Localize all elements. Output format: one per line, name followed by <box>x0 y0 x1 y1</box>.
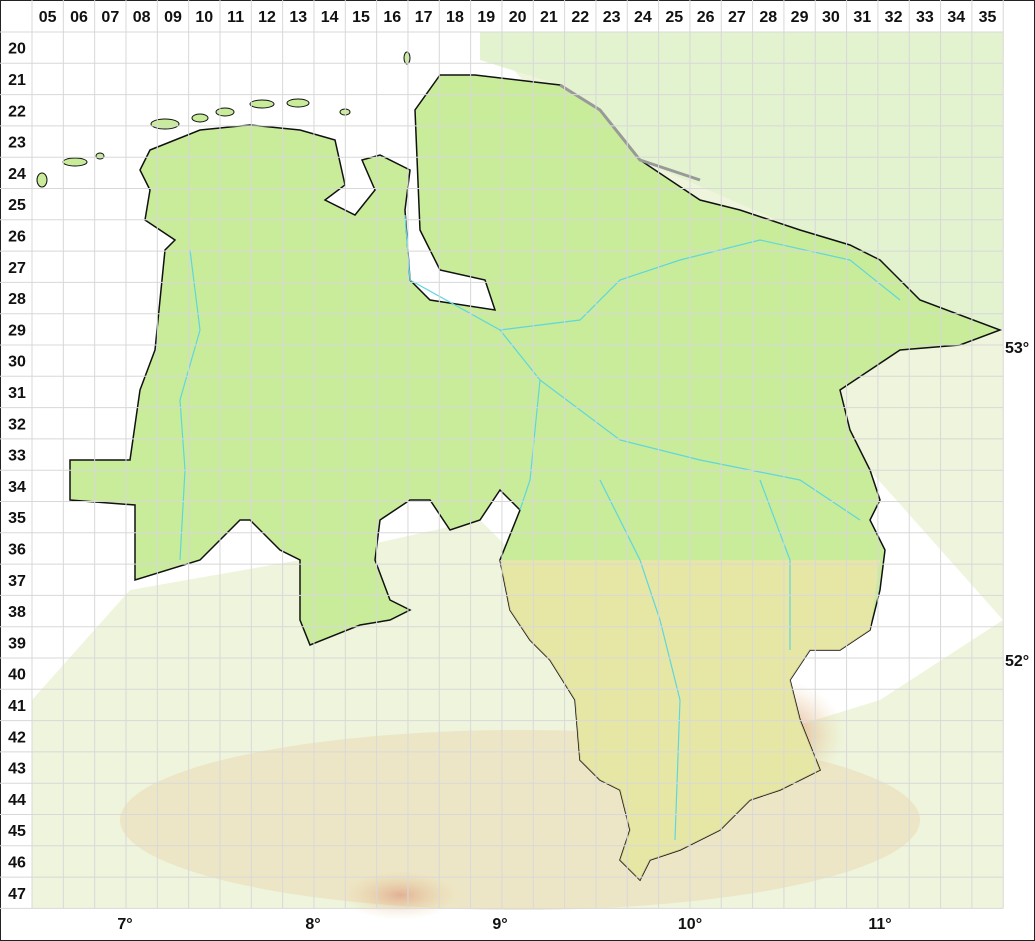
column-label: 16 <box>383 9 401 26</box>
longitude-label: 8° <box>305 916 320 933</box>
column-label: 14 <box>321 9 339 26</box>
island <box>191 113 209 123</box>
row-label: 27 <box>8 260 26 277</box>
longitude-label: 10° <box>678 916 702 933</box>
row-label: 38 <box>8 604 26 621</box>
grid <box>0 0 1004 909</box>
column-label: 30 <box>822 9 840 26</box>
longitude-label: 9° <box>492 916 507 933</box>
row-label: 31 <box>8 385 26 402</box>
column-label: 17 <box>415 9 433 26</box>
row-label: 22 <box>8 103 26 120</box>
column-label: 19 <box>477 9 495 26</box>
row-label: 34 <box>8 479 26 496</box>
column-label: 15 <box>352 9 370 26</box>
island <box>150 118 180 130</box>
longitude-label: 11° <box>868 916 891 933</box>
column-label: 28 <box>759 9 777 26</box>
island <box>215 107 235 117</box>
row-label: 35 <box>8 510 26 527</box>
row-label: 24 <box>8 166 26 183</box>
column-label: 29 <box>791 9 809 26</box>
column-label: 22 <box>571 9 589 26</box>
river <box>539 379 861 521</box>
row-label: 20 <box>8 41 26 58</box>
row-label: 45 <box>8 823 26 840</box>
row-label: 41 <box>8 698 26 715</box>
row-label: 32 <box>8 416 26 433</box>
river <box>404 214 541 511</box>
column-label: 11 <box>227 9 244 26</box>
row-label: 47 <box>8 886 26 903</box>
row-label: 40 <box>8 667 26 684</box>
row-label: 28 <box>8 291 26 308</box>
column-label: 35 <box>979 9 997 26</box>
elbe-river <box>559 83 701 182</box>
row-label: 37 <box>8 573 26 590</box>
column-label: 10 <box>195 9 213 26</box>
column-label: 24 <box>634 9 652 26</box>
row-label: 39 <box>8 635 26 652</box>
river <box>499 239 901 331</box>
column-label: 33 <box>916 9 934 26</box>
grid-labels: 05 06 07 08 09 10 11 12 13 14 15 16 17 18 19 20 21 22 23 24… <box>8 9 1029 933</box>
row-label: 29 <box>8 322 26 339</box>
river <box>179 249 201 561</box>
island <box>95 152 105 160</box>
row-label: 26 <box>8 228 26 245</box>
column-label: 06 <box>70 9 88 26</box>
river <box>599 479 681 841</box>
island <box>62 157 88 167</box>
latitude-label: 52° <box>1005 653 1029 670</box>
row-label: 21 <box>8 72 26 89</box>
column-label: 21 <box>540 9 558 26</box>
column-label: 20 <box>509 9 527 26</box>
rivers <box>179 83 901 841</box>
column-label: 09 <box>164 9 182 26</box>
column-label: 05 <box>39 9 57 26</box>
column-label: 12 <box>258 9 276 26</box>
island <box>36 172 48 188</box>
latitude-label: 53° <box>1005 340 1029 357</box>
island <box>286 98 310 108</box>
column-label: 23 <box>603 9 621 26</box>
row-label: 46 <box>8 854 26 871</box>
row-label: 36 <box>8 541 26 558</box>
river <box>759 479 791 650</box>
row-label: 25 <box>8 197 26 214</box>
southern-highland <box>340 870 460 920</box>
row-label: 30 <box>8 354 26 371</box>
row-label: 33 <box>8 448 26 465</box>
row-label: 42 <box>8 729 26 746</box>
island <box>403 51 411 65</box>
column-label: 26 <box>697 9 715 26</box>
column-label: 31 <box>853 9 871 26</box>
longitude-label: 7° <box>117 916 132 933</box>
column-label: 34 <box>947 9 965 26</box>
column-label: 27 <box>728 9 746 26</box>
row-label: 44 <box>8 792 26 809</box>
column-label: 25 <box>665 9 683 26</box>
row-label: 23 <box>8 135 26 152</box>
column-label: 32 <box>885 9 903 26</box>
island <box>249 99 275 109</box>
column-label: 13 <box>289 9 307 26</box>
column-label: 18 <box>446 9 464 26</box>
row-label: 43 <box>8 761 26 778</box>
column-label: 08 <box>133 9 151 26</box>
column-label: 07 <box>101 9 119 26</box>
